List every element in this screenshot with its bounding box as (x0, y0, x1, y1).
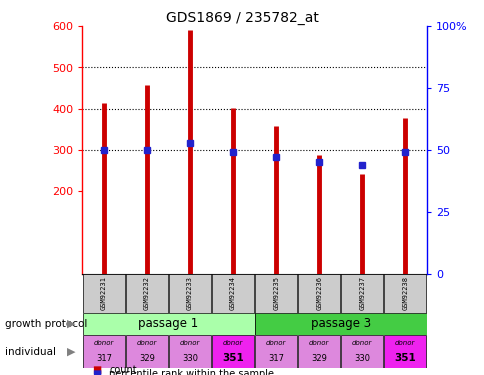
Text: GSM92234: GSM92234 (229, 276, 236, 310)
Bar (255, 274, 297, 313)
Text: GSM92235: GSM92235 (272, 276, 279, 310)
Text: donor: donor (308, 340, 329, 346)
Bar (83, 335, 125, 368)
Text: growth protocol: growth protocol (5, 319, 87, 329)
Text: donor: donor (223, 340, 243, 346)
Text: passage 3: passage 3 (310, 318, 370, 330)
Bar (83, 313, 255, 335)
Text: GSM92232: GSM92232 (144, 276, 150, 310)
Text: GSM92238: GSM92238 (401, 276, 408, 310)
Text: 330: 330 (353, 354, 369, 363)
Text: GDS1869 / 235782_at: GDS1869 / 235782_at (166, 11, 318, 25)
Text: donor: donor (180, 340, 200, 346)
Bar (126, 274, 168, 313)
Text: ▶: ▶ (66, 347, 75, 357)
Bar (298, 335, 340, 368)
Bar (340, 335, 382, 368)
Text: 351: 351 (222, 353, 243, 363)
Bar (212, 335, 254, 368)
Text: donor: donor (351, 340, 372, 346)
Text: ■: ■ (92, 365, 101, 375)
Bar (340, 274, 382, 313)
Text: donor: donor (265, 340, 286, 346)
Text: ■: ■ (92, 369, 101, 375)
Bar (168, 274, 211, 313)
Text: donor: donor (93, 340, 114, 346)
Bar (255, 313, 426, 335)
Text: GSM92236: GSM92236 (316, 276, 321, 310)
Text: passage 1: passage 1 (138, 318, 198, 330)
Text: donor: donor (136, 340, 157, 346)
Text: 317: 317 (96, 354, 112, 363)
Text: individual: individual (5, 347, 56, 357)
Bar (168, 335, 211, 368)
Text: GSM92233: GSM92233 (187, 276, 193, 310)
Bar (383, 274, 425, 313)
Text: 329: 329 (311, 354, 326, 363)
Text: 329: 329 (139, 354, 154, 363)
Text: GSM92237: GSM92237 (359, 276, 364, 310)
Text: count: count (109, 365, 136, 375)
Bar (298, 274, 340, 313)
Text: percentile rank within the sample: percentile rank within the sample (109, 369, 273, 375)
Text: 351: 351 (393, 353, 415, 363)
Text: 330: 330 (182, 354, 197, 363)
Text: donor: donor (394, 340, 415, 346)
Bar (212, 274, 254, 313)
Bar (383, 335, 425, 368)
Bar (126, 335, 168, 368)
Text: GSM92231: GSM92231 (101, 276, 107, 310)
Bar (83, 274, 125, 313)
Text: 317: 317 (268, 354, 284, 363)
Bar (255, 335, 297, 368)
Text: ▶: ▶ (66, 319, 75, 329)
